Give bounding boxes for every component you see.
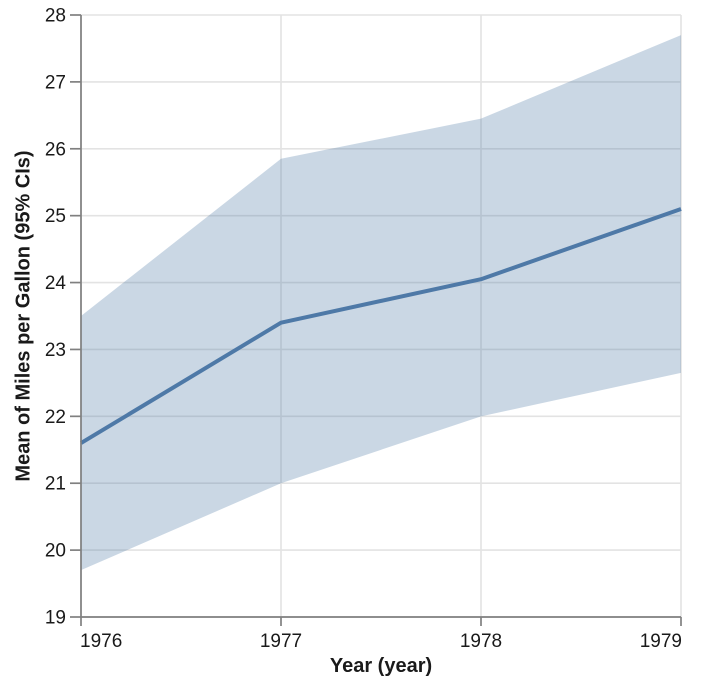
y-tick-label: 21 (45, 474, 66, 495)
y-tick-label: 27 (45, 72, 66, 93)
y-tick-label: 20 (45, 541, 66, 562)
y-tick-label: 23 (45, 340, 66, 361)
y-tick-label: 25 (45, 206, 66, 227)
x-tick-label: 1976 (80, 631, 122, 652)
mean-line (79, 207, 682, 445)
y-tick-label: 24 (45, 273, 67, 294)
x-axis-title: Year (year) (329, 655, 433, 677)
x-tick-label: 1977 (260, 631, 302, 652)
y-tick-label: 19 (45, 608, 66, 629)
x-tick-label: 1978 (460, 631, 502, 652)
y-tick-label: 22 (45, 407, 66, 428)
y-axis-title: Mean of Miles per Gallon (95% CIs) (12, 150, 35, 482)
y-tick-label: 26 (45, 139, 66, 160)
x-tick-label: 1979 (640, 631, 682, 652)
y-tick-label: 28 (45, 6, 66, 27)
